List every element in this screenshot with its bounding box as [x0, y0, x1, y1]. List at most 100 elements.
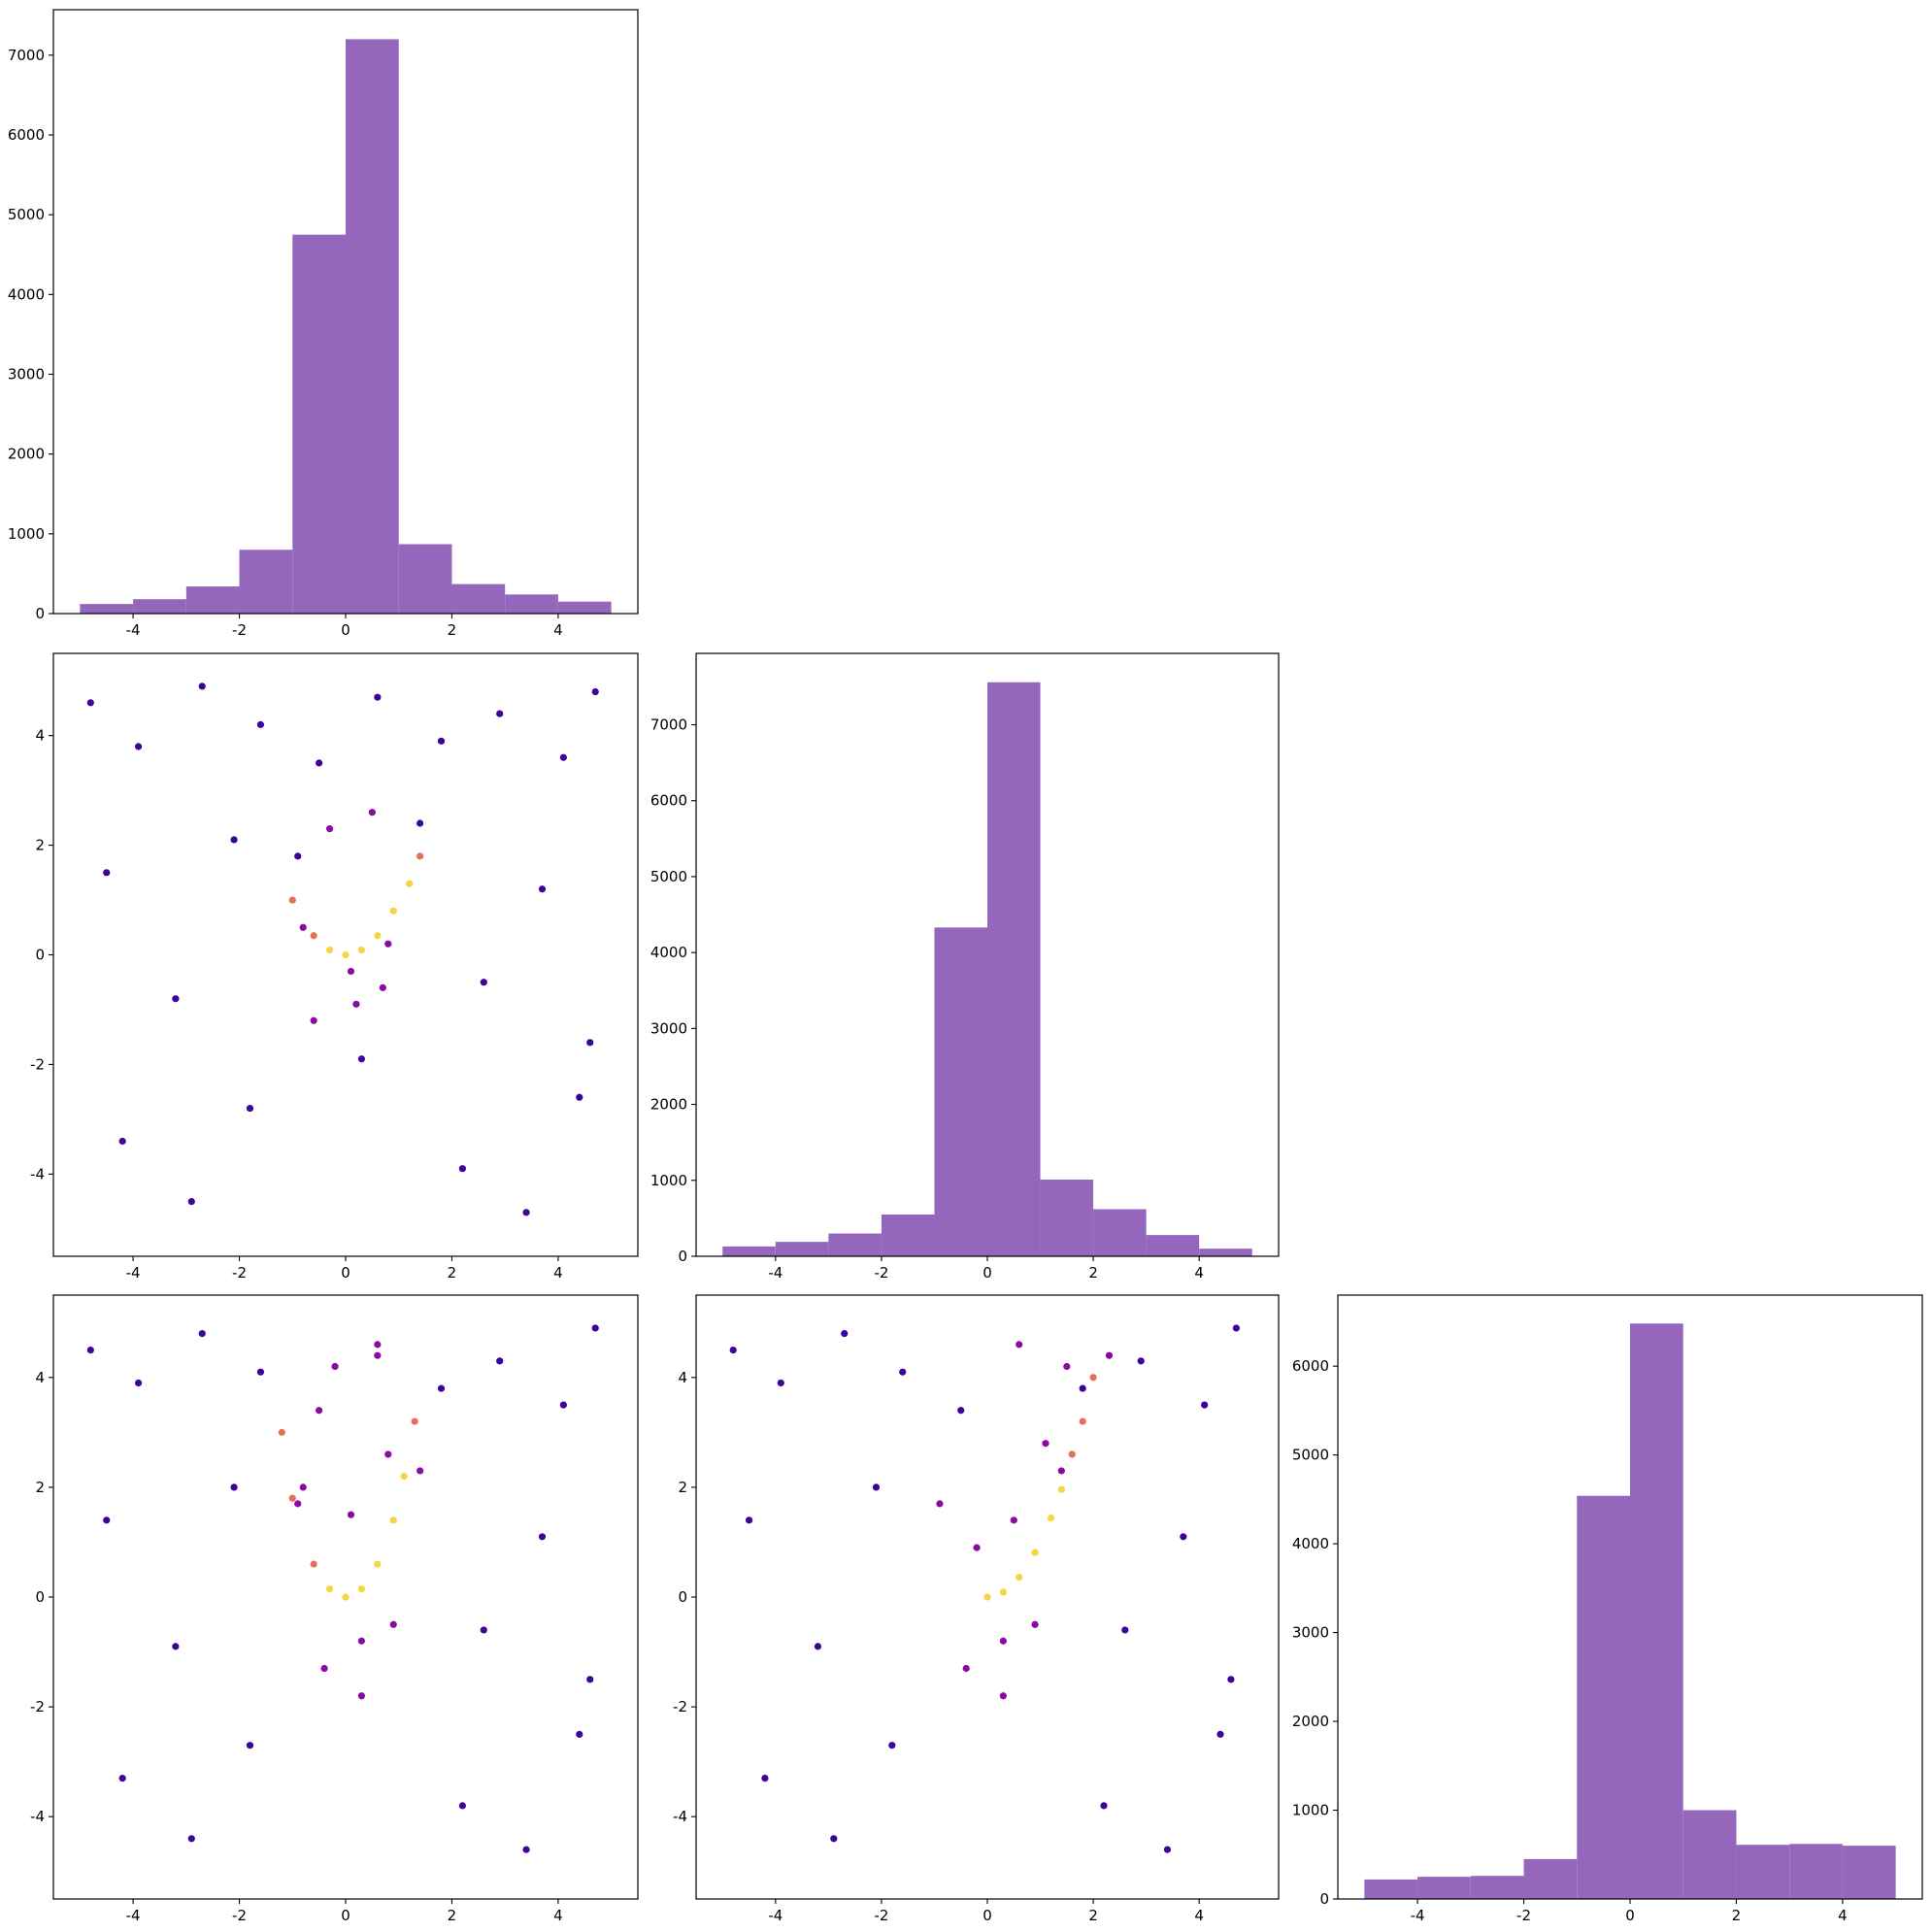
x-tick-label: 0: [341, 1907, 350, 1924]
point: [118, 1775, 126, 1782]
bar: [1789, 1844, 1843, 1899]
y-tick-label: 2: [35, 1479, 45, 1496]
bar: [1682, 1810, 1737, 1899]
point: [1201, 1401, 1209, 1409]
bar: [828, 1233, 882, 1256]
point: [325, 825, 334, 833]
point: [1089, 1374, 1097, 1382]
point: [103, 869, 111, 877]
point: [576, 1093, 583, 1101]
point: [374, 1341, 382, 1349]
bar: [1630, 1323, 1683, 1899]
point: [576, 1730, 583, 1738]
point: [256, 720, 265, 728]
bar: [881, 1214, 935, 1256]
x-tick-label: -2: [232, 1907, 247, 1924]
x-tick-label: 2: [448, 1264, 457, 1282]
point: [559, 753, 567, 761]
y-tick-label: 2000: [1292, 1713, 1329, 1730]
x-tick-label: 0: [983, 1264, 992, 1282]
bar: [80, 604, 134, 614]
point: [406, 880, 414, 887]
y-tick-label: -2: [30, 1698, 45, 1715]
point: [416, 852, 424, 860]
point: [86, 699, 94, 707]
point: [310, 1560, 317, 1568]
x-tick-label: -4: [768, 1264, 783, 1282]
point: [299, 1483, 307, 1491]
point: [198, 1329, 206, 1338]
point: [586, 1676, 594, 1683]
x-tick-label: 4: [1838, 1907, 1848, 1924]
point: [841, 1329, 849, 1338]
point: [230, 836, 238, 844]
point: [347, 1511, 355, 1518]
y-tick-label: 2: [678, 1479, 687, 1496]
point: [1216, 1730, 1224, 1738]
bar: [1842, 1846, 1896, 1899]
y-tick-label: -4: [30, 1808, 45, 1825]
point: [256, 1368, 265, 1376]
y-tick-label: 0: [678, 1248, 687, 1265]
x-tick-label: 4: [553, 1907, 563, 1924]
point: [352, 1000, 360, 1008]
point: [591, 1324, 599, 1332]
point: [559, 1401, 567, 1409]
point: [437, 737, 446, 745]
x-tick-label: -4: [768, 1907, 783, 1924]
y-tick-label: 5000: [8, 206, 45, 223]
point: [172, 1643, 180, 1650]
bar: [1417, 1877, 1471, 1899]
point: [999, 1637, 1007, 1645]
point: [347, 967, 355, 976]
point: [103, 1516, 111, 1524]
point: [357, 1637, 366, 1645]
point: [1016, 1574, 1023, 1582]
point: [830, 1835, 838, 1843]
point: [342, 950, 350, 959]
bar: [1146, 1235, 1200, 1256]
y-tick-label: 7000: [650, 716, 687, 734]
point: [172, 995, 180, 1003]
point: [316, 759, 323, 767]
y-tick-label: -2: [30, 1055, 45, 1073]
point: [1042, 1440, 1049, 1448]
x-tick-label: -4: [1411, 1907, 1425, 1924]
bar: [133, 599, 186, 614]
point: [246, 1104, 254, 1113]
point: [389, 1620, 397, 1628]
point: [1063, 1362, 1071, 1371]
x-tick-label: -2: [874, 1264, 888, 1282]
point: [357, 1584, 366, 1593]
x-tick-label: 0: [341, 621, 350, 639]
point: [187, 1835, 195, 1843]
x-tick-label: 2: [448, 621, 457, 639]
point: [745, 1516, 753, 1524]
bar: [398, 544, 452, 614]
bar: [722, 1246, 776, 1256]
point: [310, 1016, 317, 1024]
y-tick-label: 4000: [8, 285, 45, 303]
point: [357, 1055, 366, 1063]
bar: [987, 682, 1041, 1256]
bar: [1736, 1845, 1790, 1899]
point: [1031, 1620, 1039, 1628]
point: [187, 1197, 195, 1206]
x-tick-label: 4: [553, 621, 563, 639]
point: [1100, 1802, 1108, 1810]
point: [1180, 1533, 1187, 1541]
point: [962, 1664, 970, 1673]
point: [1068, 1450, 1076, 1458]
point: [480, 1626, 487, 1634]
point: [1057, 1485, 1065, 1493]
point: [230, 1483, 238, 1491]
x-tick-label: 2: [448, 1907, 457, 1924]
point: [973, 1544, 981, 1551]
point: [86, 1346, 94, 1354]
point: [437, 1384, 446, 1392]
point: [999, 1588, 1007, 1596]
point: [1232, 1324, 1240, 1332]
point: [288, 1494, 296, 1502]
x-tick-label: 4: [1194, 1907, 1204, 1924]
